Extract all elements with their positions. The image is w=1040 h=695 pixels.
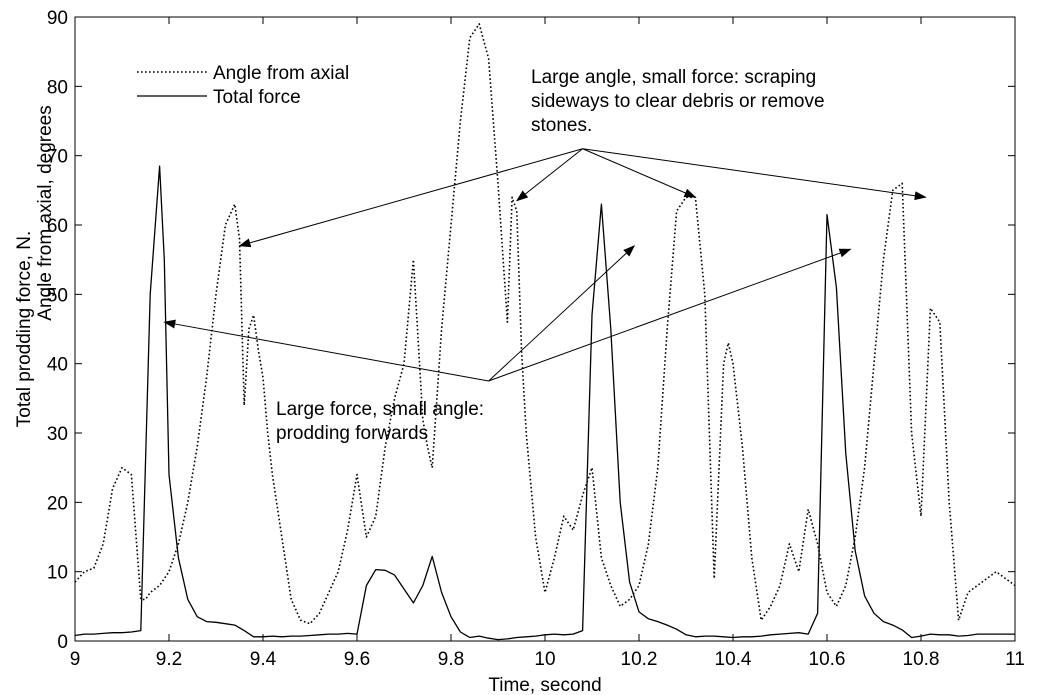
y-tick-label: 30 [47, 424, 68, 445]
x-tick-label: 10 [534, 649, 555, 670]
series-angle-line [74, 23, 1016, 625]
y-tick-label: 80 [47, 77, 68, 98]
y-axis-title-angle: Angle from axial, degrees [35, 105, 56, 320]
series-layer [74, 23, 1016, 641]
x-tick-label: 10.4 [715, 649, 752, 670]
x-tick-label: 9 [70, 649, 81, 670]
x-axis-ticks: 9 9.2 9.4 9.6 9.8 10 10.2 10.4 10.6 10.8 11 [70, 17, 1025, 670]
annotation-arrow [238, 148, 583, 248]
y-tick-label: 10 [47, 563, 68, 584]
annotation-arrow [582, 148, 697, 198]
annotation-text: prodding forwards [276, 423, 428, 444]
annotation-arrow [163, 319, 489, 382]
series-force-line [74, 165, 1015, 641]
annotations-layer: Large angle, small force: scraping sidewa… [163, 67, 927, 444]
x-tick-label: 10.6 [809, 649, 846, 670]
annotation-text: Large angle, small force: scraping [531, 67, 816, 88]
legend: Angle from axial Total force [137, 63, 349, 108]
y-tick-label: 50 [47, 285, 68, 306]
x-tick-label: 9.4 [250, 649, 277, 670]
y-tick-label: 0 [57, 632, 68, 653]
y-axis-ticks: 0 10 20 30 40 50 60 70 80 90 [47, 8, 1015, 653]
annotation-text: stones. [531, 115, 592, 136]
annotation-arrow [488, 245, 636, 382]
x-axis-title: Time, second [488, 675, 601, 695]
x-tick-label: 10.8 [903, 649, 940, 670]
x-tick-label: 9.6 [344, 649, 370, 670]
y-tick-label: 70 [47, 147, 68, 168]
annotation-arrow [516, 148, 583, 202]
annotation-arrow [582, 148, 927, 201]
x-tick-label: 9.2 [156, 649, 182, 670]
y-tick-label: 40 [47, 355, 68, 376]
y-tick-label: 90 [47, 8, 68, 29]
annotation-arrow [488, 248, 852, 382]
y-tick-label: 60 [47, 216, 68, 237]
legend-label: Angle from axial [213, 63, 349, 84]
legend-label: Total force [213, 87, 301, 108]
x-tick-label: 9.8 [438, 649, 464, 670]
y-axis-title-force: Total prodding force, N. [14, 231, 35, 427]
annotation-text: Large force, small angle: [276, 399, 484, 420]
x-tick-label: 10.2 [621, 649, 658, 670]
y-tick-label: 20 [47, 493, 68, 514]
x-tick-label: 11 [1005, 649, 1025, 670]
annotation-text: sideways to clear debris or remove [531, 91, 825, 112]
